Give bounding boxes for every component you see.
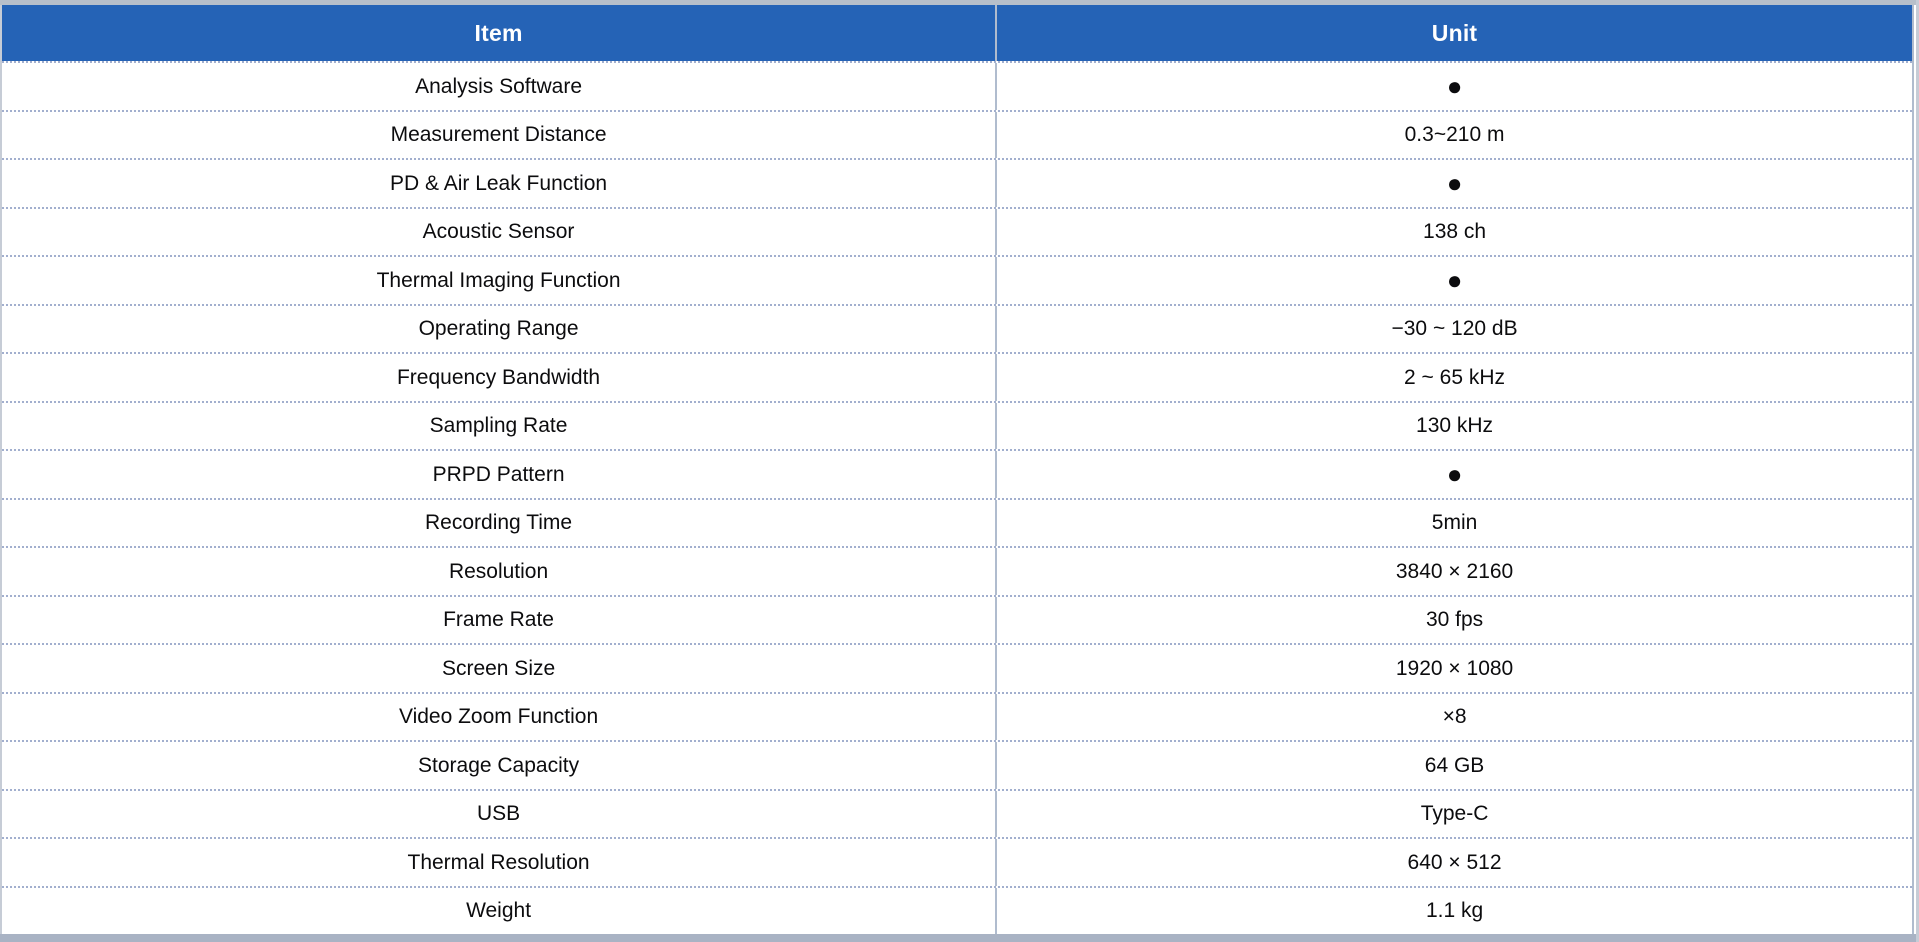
table-row: Weight 1.1 kg <box>2 885 1912 934</box>
table-row: Thermal Imaging Function ● <box>2 255 1912 304</box>
item-cell: Frame Rate <box>2 596 998 643</box>
item-cell: Thermal Resolution <box>2 839 998 886</box>
item-cell: Weight <box>2 887 998 934</box>
item-cell: PD & Air Leak Function <box>2 160 998 207</box>
unit-cell: 64 GB <box>1424 753 1485 777</box>
unit-cell: 640 × 512 <box>1407 850 1502 874</box>
unit-cell-check-dot-icon: ● <box>1446 459 1463 490</box>
unit-cell: 5min <box>1431 511 1478 535</box>
table-row: Measurement Distance 0.3~210 m <box>2 109 1912 158</box>
unit-cell: −30 ~ 120 dB <box>1391 317 1518 341</box>
unit-cell: 30 fps <box>1425 608 1484 632</box>
table-row: USB Type-C <box>2 788 1912 837</box>
table-row: Frequency Bandwidth 2 ~ 65 kHz <box>2 352 1912 401</box>
unit-cell-check-dot-icon: ● <box>1446 71 1463 102</box>
right-edge-bar <box>1916 0 1919 942</box>
unit-cell: Type-C <box>1420 802 1489 826</box>
unit-cell-check-dot-icon: ● <box>1446 168 1463 199</box>
item-cell: USB <box>2 790 998 837</box>
table-row: PD & Air Leak Function ● <box>2 158 1912 207</box>
table-row: Frame Rate 30 fps <box>2 594 1912 643</box>
unit-cell: 2 ~ 65 kHz <box>1404 365 1506 389</box>
unit-cell: ×8 <box>1442 705 1467 729</box>
table-row: PRPD Pattern ● <box>2 449 1912 498</box>
unit-cell: 3840 × 2160 <box>1395 559 1514 583</box>
column-header-unit: Unit <box>1431 19 1478 46</box>
item-cell: Frequency Bandwidth <box>2 354 998 401</box>
item-cell: PRPD Pattern <box>2 451 998 498</box>
table-header-row: Item Unit <box>2 5 1912 61</box>
column-header-item: Item <box>2 5 998 61</box>
table-row: Analysis Software ● <box>2 61 1912 110</box>
unit-cell: 138 ch <box>1423 220 1487 244</box>
table-row: Operating Range −30 ~ 120 dB <box>2 303 1912 352</box>
item-cell: Operating Range <box>2 305 998 352</box>
item-cell: Recording Time <box>2 499 998 546</box>
unit-cell: 1.1 kg <box>1425 899 1484 923</box>
item-cell: Screen Size <box>2 645 998 692</box>
table-row: Recording Time 5min <box>2 497 1912 546</box>
item-cell: Acoustic Sensor <box>2 208 998 255</box>
bottom-border-bar <box>0 934 1919 942</box>
table-row: Screen Size 1920 × 1080 <box>2 643 1912 692</box>
top-border-bar <box>0 0 1919 5</box>
table-body: Analysis Software ● Measurement Distance… <box>2 61 1912 934</box>
table-row: Thermal Resolution 640 × 512 <box>2 837 1912 886</box>
table-row: Sampling Rate 130 kHz <box>2 400 1912 449</box>
unit-cell: 1920 × 1080 <box>1395 656 1514 680</box>
item-cell: Resolution <box>2 548 998 595</box>
table-row: Acoustic Sensor 138 ch <box>2 206 1912 255</box>
unit-cell: 0.3~210 m <box>1404 123 1505 147</box>
table-row: Resolution 3840 × 2160 <box>2 546 1912 595</box>
item-cell: Analysis Software <box>2 63 998 110</box>
unit-cell: 130 kHz <box>1416 414 1494 438</box>
spec-table: Item Unit Analysis Software ● Measuremen… <box>0 5 1914 934</box>
item-cell: Video Zoom Function <box>2 693 998 740</box>
item-cell: Sampling Rate <box>2 402 998 449</box>
table-row: Video Zoom Function ×8 <box>2 691 1912 740</box>
item-cell: Thermal Imaging Function <box>2 257 998 304</box>
item-cell: Measurement Distance <box>2 111 998 158</box>
item-cell: Storage Capacity <box>2 742 998 789</box>
table-row: Storage Capacity 64 GB <box>2 740 1912 789</box>
unit-cell-check-dot-icon: ● <box>1446 265 1463 296</box>
